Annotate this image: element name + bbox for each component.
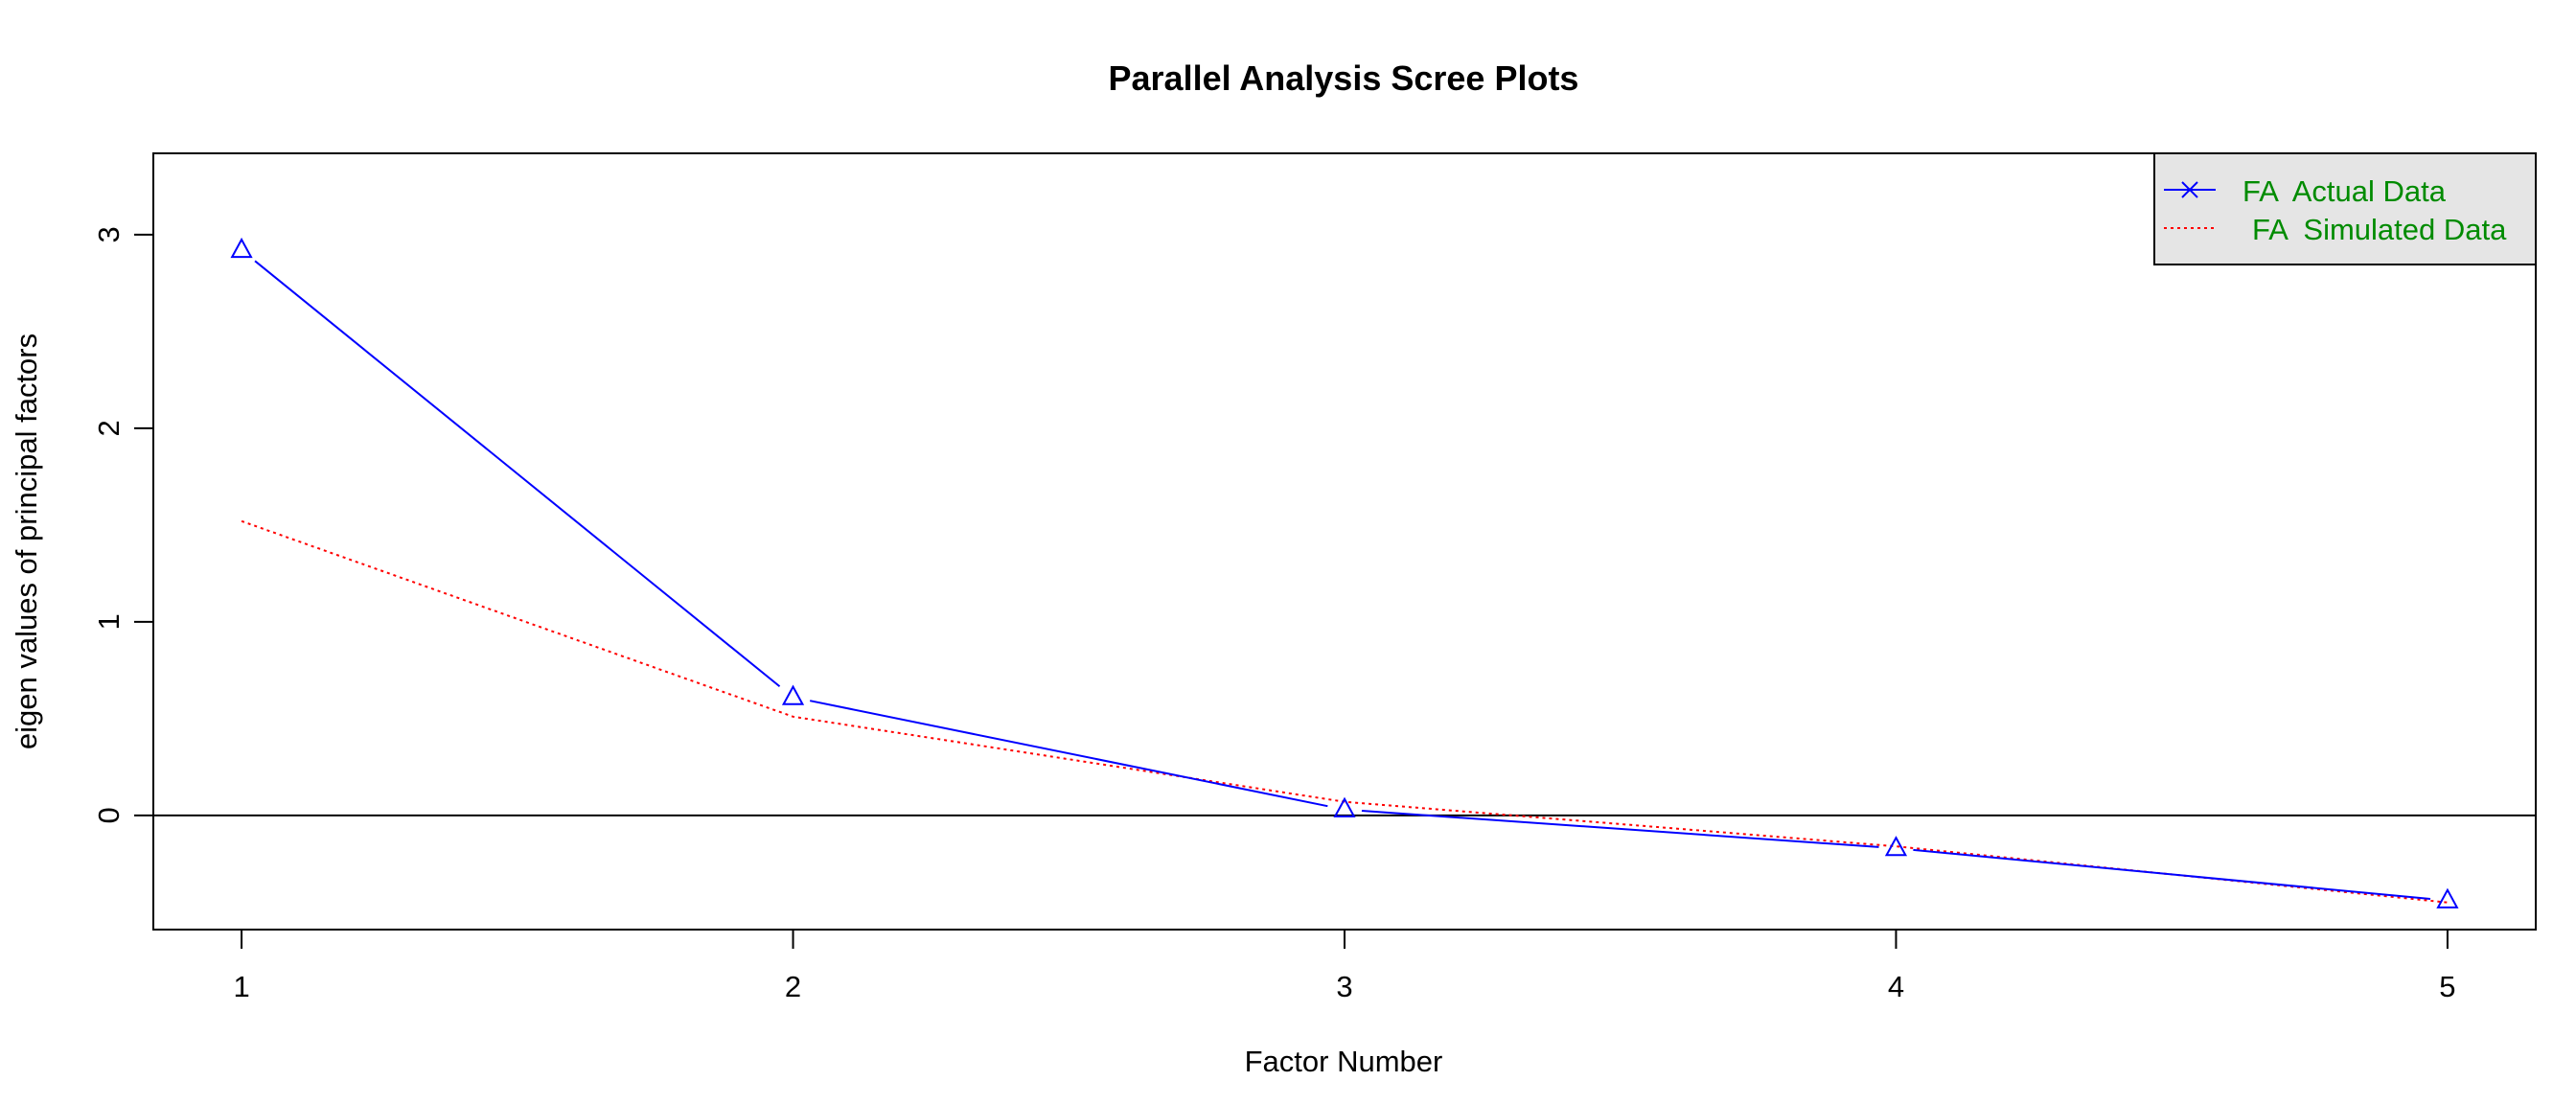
series-segment-actual — [1361, 810, 1879, 848]
x-tick-label: 5 — [2439, 970, 2455, 1003]
series-segment-actual — [809, 700, 1328, 808]
x-tick-label: 2 — [785, 970, 801, 1003]
y-tick-label: 1 — [92, 613, 126, 630]
legend-label-simulated: FA Simulated Data — [2252, 213, 2507, 246]
chart-title: Parallel Analysis Scree Plots — [1109, 58, 1579, 98]
y-tick-label: 3 — [92, 226, 126, 242]
legend-x-marker-icon — [2181, 181, 2198, 198]
y-tick-label: 0 — [92, 807, 126, 823]
x-axis-label: Factor Number — [1245, 1045, 1443, 1078]
series-layer — [230, 237, 2459, 908]
point-actual — [1333, 796, 1356, 817]
x-tick-label: 3 — [1336, 970, 1352, 1003]
point-actual — [1884, 836, 1908, 857]
legend-box — [2153, 152, 2537, 265]
plot-frame — [152, 152, 2537, 931]
x-tick-label: 1 — [233, 970, 249, 1003]
legend-label-actual: FA Actual Data — [2242, 174, 2447, 208]
axes: 1 2 3 4 5 0 1 2 3 — [92, 226, 2536, 1003]
series-segment-actual — [254, 260, 781, 688]
y-axis-label: eigen values of principal factors — [10, 334, 43, 749]
point-actual — [2436, 887, 2459, 908]
point-actual — [781, 684, 805, 705]
x-tick-label: 4 — [1888, 970, 1904, 1003]
series-line-simulated — [241, 519, 2449, 904]
point-actual — [230, 237, 253, 259]
legend: FA Actual Data FA Simulated Data — [2153, 152, 2537, 265]
y-tick-label: 2 — [92, 420, 126, 436]
series-segment-actual — [1913, 848, 2431, 900]
